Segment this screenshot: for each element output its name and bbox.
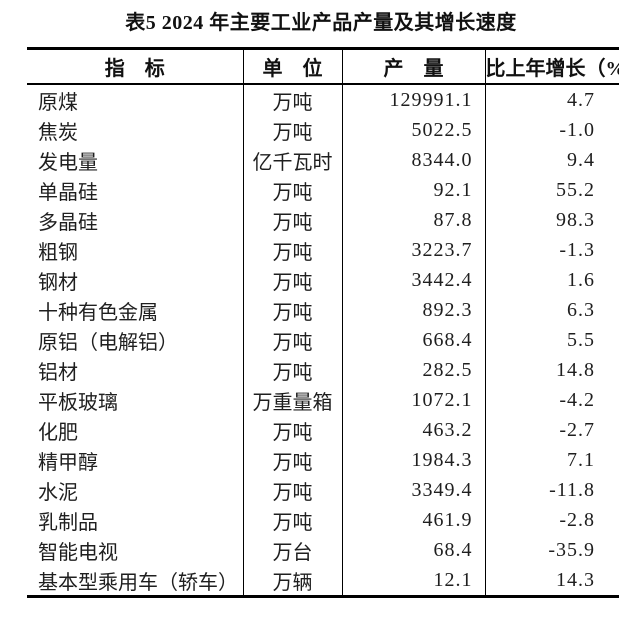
growth-cell: 98.3 — [556, 208, 595, 231]
growth-cell: -2.7 — [559, 418, 595, 441]
table-title: 表5 2024 年主要工业产品产量及其增长速度 — [125, 12, 517, 34]
table-row: 乳制品 万吨 461.9 -2.8 — [27, 505, 619, 535]
indicator-cell: 智能电视 — [27, 535, 244, 565]
growth-cell: 14.8 — [556, 358, 595, 381]
unit-cell: 万吨 — [243, 415, 343, 445]
table-row: 精甲醇 万吨 1984.3 7.1 — [27, 445, 619, 475]
indicator-cell: 单晶硅 — [27, 175, 244, 205]
unit-cell: 万吨 — [243, 205, 343, 235]
growth-cell: -4.2 — [559, 388, 595, 411]
output-cell: 1984.3 — [342, 445, 486, 475]
indicator-cell: 精甲醇 — [27, 445, 244, 475]
output-cell: 129991.1 — [342, 84, 486, 115]
unit-cell: 万吨 — [243, 325, 343, 355]
unit-cell: 万吨 — [243, 84, 343, 115]
indicator-cell: 乳制品 — [27, 505, 244, 535]
output-cell: 68.4 — [342, 535, 486, 565]
table-row: 发电量 亿千瓦时 8344.0 9.4 — [27, 145, 619, 175]
indicator-cell: 化肥 — [27, 415, 244, 445]
table-row: 十种有色金属 万吨 892.3 6.3 — [27, 295, 619, 325]
growth-cell: 9.4 — [567, 148, 595, 171]
unit-cell: 万吨 — [243, 175, 343, 205]
growth-cell: -1.3 — [559, 238, 595, 261]
indicator-cell: 多晶硅 — [27, 205, 244, 235]
unit-cell: 万台 — [243, 535, 343, 565]
indicator-cell: 粗钢 — [27, 235, 244, 265]
growth-cell: -1.0 — [559, 118, 595, 141]
output-cell: 92.1 — [342, 175, 486, 205]
growth-cell: -2.8 — [559, 508, 595, 531]
growth-cell: 4.7 — [567, 88, 595, 111]
unit-cell: 万吨 — [243, 505, 343, 535]
growth-cell: -11.8 — [549, 478, 595, 501]
table-row: 平板玻璃 万重量箱 1072.1 -4.2 — [27, 385, 619, 415]
unit-cell: 万吨 — [243, 355, 343, 385]
output-cell: 892.3 — [342, 295, 486, 325]
unit-cell: 万辆 — [243, 565, 343, 597]
output-cell: 668.4 — [342, 325, 486, 355]
growth-cell: -35.9 — [548, 538, 595, 561]
table-row: 多晶硅 万吨 87.8 98.3 — [27, 205, 619, 235]
indicator-cell: 水泥 — [27, 475, 244, 505]
table-row: 单晶硅 万吨 92.1 55.2 — [27, 175, 619, 205]
table-row: 原煤 万吨 129991.1 4.7 — [27, 84, 619, 115]
unit-cell: 万重量箱 — [243, 385, 343, 415]
output-cell: 3223.7 — [342, 235, 486, 265]
table-row: 化肥 万吨 463.2 -2.7 — [27, 415, 619, 445]
table-row: 基本型乘用车（轿车） 万辆 12.1 14.3 — [27, 565, 619, 597]
table-body: 原煤 万吨 129991.1 4.7 焦炭 万吨 5022.5 -1.0 发电量… — [27, 84, 619, 597]
growth-cell: 7.1 — [567, 448, 595, 471]
indicator-cell: 平板玻璃 — [27, 385, 244, 415]
output-cell: 8344.0 — [342, 145, 486, 175]
table-row: 粗钢 万吨 3223.7 -1.3 — [27, 235, 619, 265]
unit-cell: 万吨 — [243, 475, 343, 505]
output-cell: 282.5 — [342, 355, 486, 385]
unit-cell: 亿千瓦时 — [243, 145, 343, 175]
output-cell: 461.9 — [342, 505, 486, 535]
growth-cell: 1.6 — [567, 268, 595, 291]
unit-cell: 万吨 — [243, 295, 343, 325]
table-row: 水泥 万吨 3349.4 -11.8 — [27, 475, 619, 505]
column-header-indicator: 指 标 — [27, 48, 244, 85]
unit-cell: 万吨 — [243, 235, 343, 265]
indicator-cell: 焦炭 — [27, 115, 244, 145]
column-header-growth: 比上年增长（%） — [485, 48, 619, 85]
table-row: 原铝（电解铝） 万吨 668.4 5.5 — [27, 325, 619, 355]
output-cell: 1072.1 — [342, 385, 486, 415]
indicator-cell: 钢材 — [27, 265, 244, 295]
output-cell: 12.1 — [342, 565, 486, 597]
table-row: 钢材 万吨 3442.4 1.6 — [27, 265, 619, 295]
output-cell: 3349.4 — [342, 475, 486, 505]
industrial-output-table: 指 标 单 位 产 量 比上年增长（%） 原煤 万吨 129991.1 4.7 … — [27, 47, 619, 598]
output-cell: 463.2 — [342, 415, 486, 445]
unit-cell: 万吨 — [243, 445, 343, 475]
header-row: 指 标 单 位 产 量 比上年增长（%） — [27, 48, 619, 85]
unit-cell: 万吨 — [243, 265, 343, 295]
growth-cell: 5.5 — [567, 328, 595, 351]
output-cell: 5022.5 — [342, 115, 486, 145]
table-row: 铝材 万吨 282.5 14.8 — [27, 355, 619, 385]
table-row: 焦炭 万吨 5022.5 -1.0 — [27, 115, 619, 145]
indicator-cell: 基本型乘用车（轿车） — [27, 565, 244, 597]
growth-cell: 14.3 — [556, 568, 595, 591]
indicator-cell: 原铝（电解铝） — [27, 325, 244, 355]
indicator-cell: 发电量 — [27, 145, 244, 175]
column-header-unit: 单 位 — [243, 48, 343, 85]
indicator-cell: 铝材 — [27, 355, 244, 385]
table-header: 指 标 单 位 产 量 比上年增长（%） — [27, 48, 619, 85]
indicator-cell: 十种有色金属 — [27, 295, 244, 325]
growth-cell: 55.2 — [556, 178, 595, 201]
column-header-output: 产 量 — [342, 48, 486, 85]
growth-cell: 6.3 — [567, 298, 595, 321]
unit-cell: 万吨 — [243, 115, 343, 145]
output-cell: 87.8 — [342, 205, 486, 235]
indicator-cell: 原煤 — [27, 84, 244, 115]
output-cell: 3442.4 — [342, 265, 486, 295]
table-row: 智能电视 万台 68.4 -35.9 — [27, 535, 619, 565]
